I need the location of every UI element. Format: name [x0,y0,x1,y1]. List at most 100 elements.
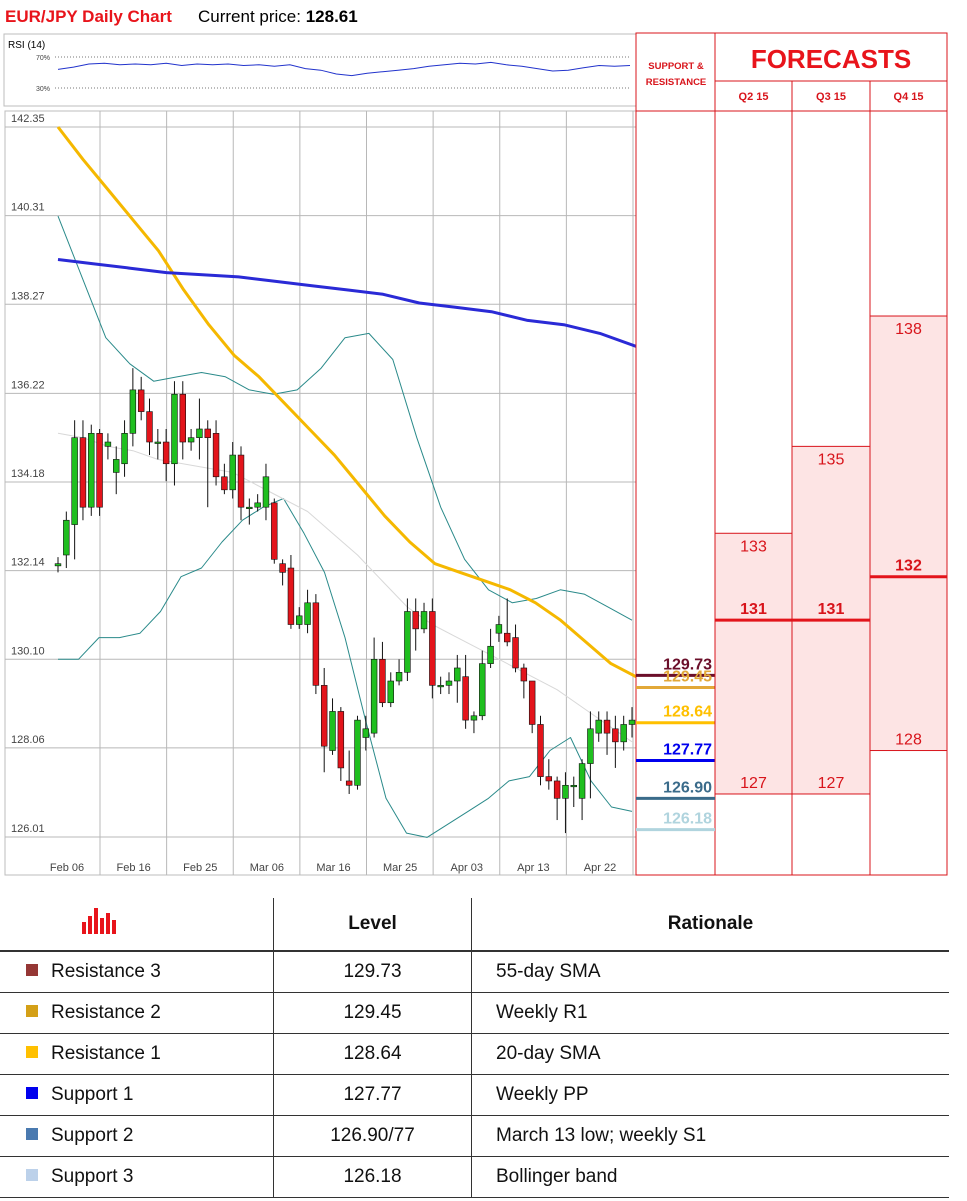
rsi-label: RSI (14) [8,40,45,51]
level-color-swatch [26,1045,38,1058]
y-tick-label: 130.10 [11,645,45,657]
forecast-high-value: 138 [895,321,922,338]
candle-body [54,563,62,567]
level-name: Resistance 1 [51,1042,161,1064]
candle-body [437,685,444,688]
candle-body [113,459,120,473]
candle-body [387,680,394,704]
candle-body [129,389,137,434]
x-tick-label: Apr 22 [584,862,616,874]
candle-body [212,433,220,478]
level-name: Support 3 [51,1165,134,1187]
forecast-high-value: 135 [818,451,845,468]
forecast-low-value: 128 [895,732,922,749]
candle-body [445,680,453,686]
bollinger-lower-band [58,498,633,838]
sr-header-line2: RESISTANCE [646,77,707,88]
candle-body [279,563,286,573]
candle-body [553,780,561,799]
level-header: Level [273,898,472,952]
candle-body [287,567,295,625]
level-name: Support 2 [51,1124,134,1146]
candle-body [562,784,569,799]
candle-body [71,437,78,525]
candle-body [179,393,186,443]
candle-body [370,658,378,734]
candle-body [229,454,236,491]
level-color-swatch [26,1127,38,1140]
levels-table: Level Rationale Resistance 3 129.73 55-day… [0,898,949,1198]
candle-body [578,763,586,799]
table-row: Resistance 3 129.73 55-day SMA [0,951,949,993]
sr-level-value: 129.45 [663,669,712,686]
ma20-line [57,432,633,743]
candle-body [512,637,519,669]
chart-area: RSI (14)70%30% 142.35140.31138.27136.221… [3,32,948,876]
level-name-cell: Support 3 [0,1156,274,1198]
candle-body [63,519,70,556]
candle-body [196,428,203,438]
level-rationale: Weekly R1 [471,992,949,1034]
level-value: 126.18 [273,1156,472,1198]
forecast-range-box [714,532,793,795]
forecast-panel: SUPPORT & RESISTANCE FORECASTS 129.73129.45… [635,32,948,876]
current-price-value: 128.61 [305,7,358,26]
candle-body [345,780,353,786]
forecast-low-value: 127 [818,775,845,792]
level-rationale: Weekly PP [471,1074,949,1116]
candle-body [612,728,619,743]
candle-body [262,476,270,508]
candle-body [312,602,320,686]
y-tick-label: 140.31 [11,202,45,214]
level-color-swatch [26,963,38,976]
level-name: Resistance 2 [51,1001,161,1023]
bollinger-upper-band [57,215,633,621]
candle-body [528,680,536,725]
table-icon-cell [0,898,274,952]
level-value: 129.73 [273,951,472,993]
rsi-panel: RSI (14) 70% 30% [3,33,637,107]
level-name-cell: Resistance 1 [0,1033,274,1075]
candle-body [495,624,503,634]
level-rationale: 20-day SMA [471,1033,949,1075]
candle-body [137,389,145,412]
candle-body [271,502,278,560]
sr-level-value: 126.18 [663,811,712,828]
level-name-cell: Support 1 [0,1074,274,1116]
table-row: Support 3 126.18 Bollinger band [0,1156,949,1198]
sr-level-value: 127.77 [663,742,712,759]
candle-body [429,611,436,686]
x-tick-label: Apr 13 [517,862,549,874]
level-value: 127.77 [273,1074,472,1116]
candle-body [204,428,211,438]
candle-body [246,506,253,510]
table-row: Resistance 1 128.64 20-day SMA [0,1033,949,1075]
level-rationale: March 13 low; weekly S1 [471,1115,949,1157]
candle-body [420,611,428,630]
candle-body [96,433,103,508]
candle-body [329,711,336,751]
candle-body [545,776,553,782]
forecast-mid-value: 131 [740,601,767,618]
candle-body [362,728,370,738]
table-header-row: Level Rationale [0,898,949,952]
candle-body [454,667,461,682]
y-tick-label: 128.06 [11,734,45,746]
candle-body [487,645,494,664]
level-color-swatch [26,1004,38,1017]
level-name-cell: Resistance 2 [0,992,274,1034]
chart-title: EUR/JPY Daily Chart [5,7,172,26]
x-tick-label: Mar 06 [250,862,284,874]
forecast-quarter-label: Q2 15 [739,91,769,103]
forecast-mid-value: 131 [818,601,845,618]
forecasts-title: FORECASTS [751,44,911,74]
candle-body [395,672,403,682]
level-value: 126.90/77 [273,1115,472,1157]
level-color-swatch [26,1168,38,1181]
y-tick-label: 142.35 [11,113,45,125]
current-price-label: Current price: [198,7,301,26]
forecast-quarter-label: Q4 15 [894,91,924,103]
forecast-low-value: 127 [740,775,767,792]
candle-body [254,502,261,508]
y-tick-label: 132.14 [11,557,45,569]
